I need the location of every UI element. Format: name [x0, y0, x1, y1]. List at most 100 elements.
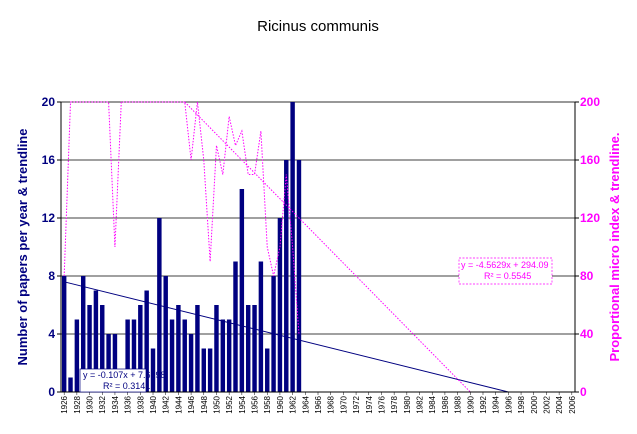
x-tick-label: 1988: [454, 395, 463, 413]
x-tick-label: 1940: [149, 395, 158, 413]
x-tick-label: 1984: [428, 395, 437, 413]
bar: [284, 160, 289, 392]
bar: [239, 189, 245, 392]
x-tick-label: 1968: [327, 395, 336, 413]
x-tick-label: 1996: [504, 395, 513, 413]
x-tick-label: 1932: [98, 395, 107, 413]
bar: [188, 334, 194, 392]
x-tick-label: 1936: [124, 395, 133, 413]
bar: [169, 319, 175, 392]
y-left-tick-label: 8: [48, 269, 55, 283]
x-tick-label: 1956: [251, 395, 260, 413]
micro-index-trendline: [184, 101, 471, 393]
bar-series: [61, 102, 302, 392]
chart-title: Ricinus communis: [257, 18, 379, 35]
bar: [195, 305, 200, 392]
bar: [61, 276, 67, 392]
x-tick-label: 1946: [187, 395, 196, 413]
bar: [112, 334, 118, 392]
bar: [125, 319, 130, 392]
x-tick-label: 2000: [530, 395, 539, 413]
y-left-tick-label: 20: [42, 95, 56, 109]
trendlines: [64, 101, 509, 393]
trendline-equation-box-left: y = -0.107x + 7.6198 R² = 0.3141: [79, 368, 166, 393]
gridlines: [61, 101, 575, 335]
bar: [220, 319, 226, 392]
x-tick-label: 1998: [517, 395, 526, 413]
x-tick-label: 1958: [263, 395, 272, 413]
x-tick-label: 2002: [542, 395, 551, 413]
x-tick-label: 1944: [174, 395, 183, 413]
y-left-tick-label: 4: [48, 327, 55, 341]
x-tick-label: 1970: [339, 395, 348, 413]
bar: [207, 348, 213, 392]
y-right-tick-label: 160: [580, 153, 600, 167]
equation-box-right: [458, 257, 553, 285]
y-right-tick-label: 200: [580, 95, 600, 109]
r2-left: R² = 0.3141: [103, 381, 150, 391]
x-tick-label: 1980: [403, 395, 412, 413]
equation-left: y = -0.107x + 7.6198: [83, 370, 166, 380]
right-tick-labels: 0 40 80 120 160 200: [575, 95, 600, 399]
x-tick-label: 2004: [555, 395, 564, 413]
bar: [131, 319, 137, 392]
x-tick-label: 1966: [314, 395, 323, 413]
x-tick-label: 1952: [225, 395, 234, 413]
micro-index-line: [63, 101, 300, 335]
bar: [150, 348, 156, 392]
y-right-tick-label: 120: [580, 211, 600, 225]
bar: [201, 348, 206, 392]
x-tick-label: 1982: [416, 395, 425, 413]
bar: [74, 319, 80, 392]
trendline-equation-box-right: y = -4.5629x + 294.09 R² = 0.5545: [458, 257, 553, 285]
x-tick-label: 2006: [568, 395, 577, 413]
x-tick-label: 1990: [466, 395, 475, 413]
equation-right: y = -4.5629x + 294.09: [461, 260, 549, 270]
left-tick-labels: 0 4 8 12 16 20: [42, 95, 61, 399]
y-right-tick-label: 40: [580, 327, 594, 341]
r2-right: R² = 0.5545: [484, 271, 531, 281]
y-right-tick-label: 80: [580, 269, 594, 283]
x-tick-label: 1994: [492, 395, 501, 413]
x-tick-label: 1978: [390, 395, 399, 413]
bar: [93, 290, 99, 392]
bar: [290, 102, 295, 392]
equation-box-left: [79, 368, 147, 393]
x-tick-label: 1976: [377, 395, 386, 413]
bar: [176, 305, 181, 392]
y-left-tick-label: 12: [42, 211, 56, 225]
bar: [252, 305, 257, 392]
y-right-tick-label: 0: [580, 385, 587, 399]
bar: [106, 334, 111, 392]
x-tick-label: 1974: [365, 395, 374, 413]
x-tick-label: 1986: [441, 395, 450, 413]
x-tick-label: 1948: [200, 395, 209, 413]
bar: [182, 319, 187, 392]
y-left-tick-label: 16: [42, 153, 56, 167]
bar: [226, 319, 232, 392]
x-tick-label: 1954: [238, 395, 247, 413]
bar: [265, 348, 270, 392]
bar: [296, 160, 302, 392]
y-axis-left-label: Number of papers per year & trendline: [15, 129, 30, 366]
bar: [100, 305, 105, 392]
bar: [163, 276, 168, 392]
bar: [277, 218, 283, 392]
x-tick-label: 1926: [60, 395, 69, 413]
bar: [144, 290, 149, 392]
bar: [214, 305, 219, 392]
bar: [68, 377, 73, 392]
bar: [245, 305, 251, 392]
bar: [138, 305, 143, 392]
bar: [80, 276, 86, 392]
x-tick-label: 1928: [73, 395, 82, 413]
papers-trendline: [64, 281, 509, 393]
x-tick-label: 1964: [301, 395, 310, 413]
bar: [87, 305, 92, 392]
x-tick-labels: 1926 1928 1930 1932 1934 1936 1938 1940 1942 1944…: [60, 392, 577, 414]
x-tick-label: 1972: [352, 395, 361, 413]
x-tick-label: 1960: [276, 395, 285, 413]
x-tick-label: 1930: [86, 395, 95, 413]
y-axis-right-label: Proportional micro index & trendline.: [607, 133, 622, 362]
